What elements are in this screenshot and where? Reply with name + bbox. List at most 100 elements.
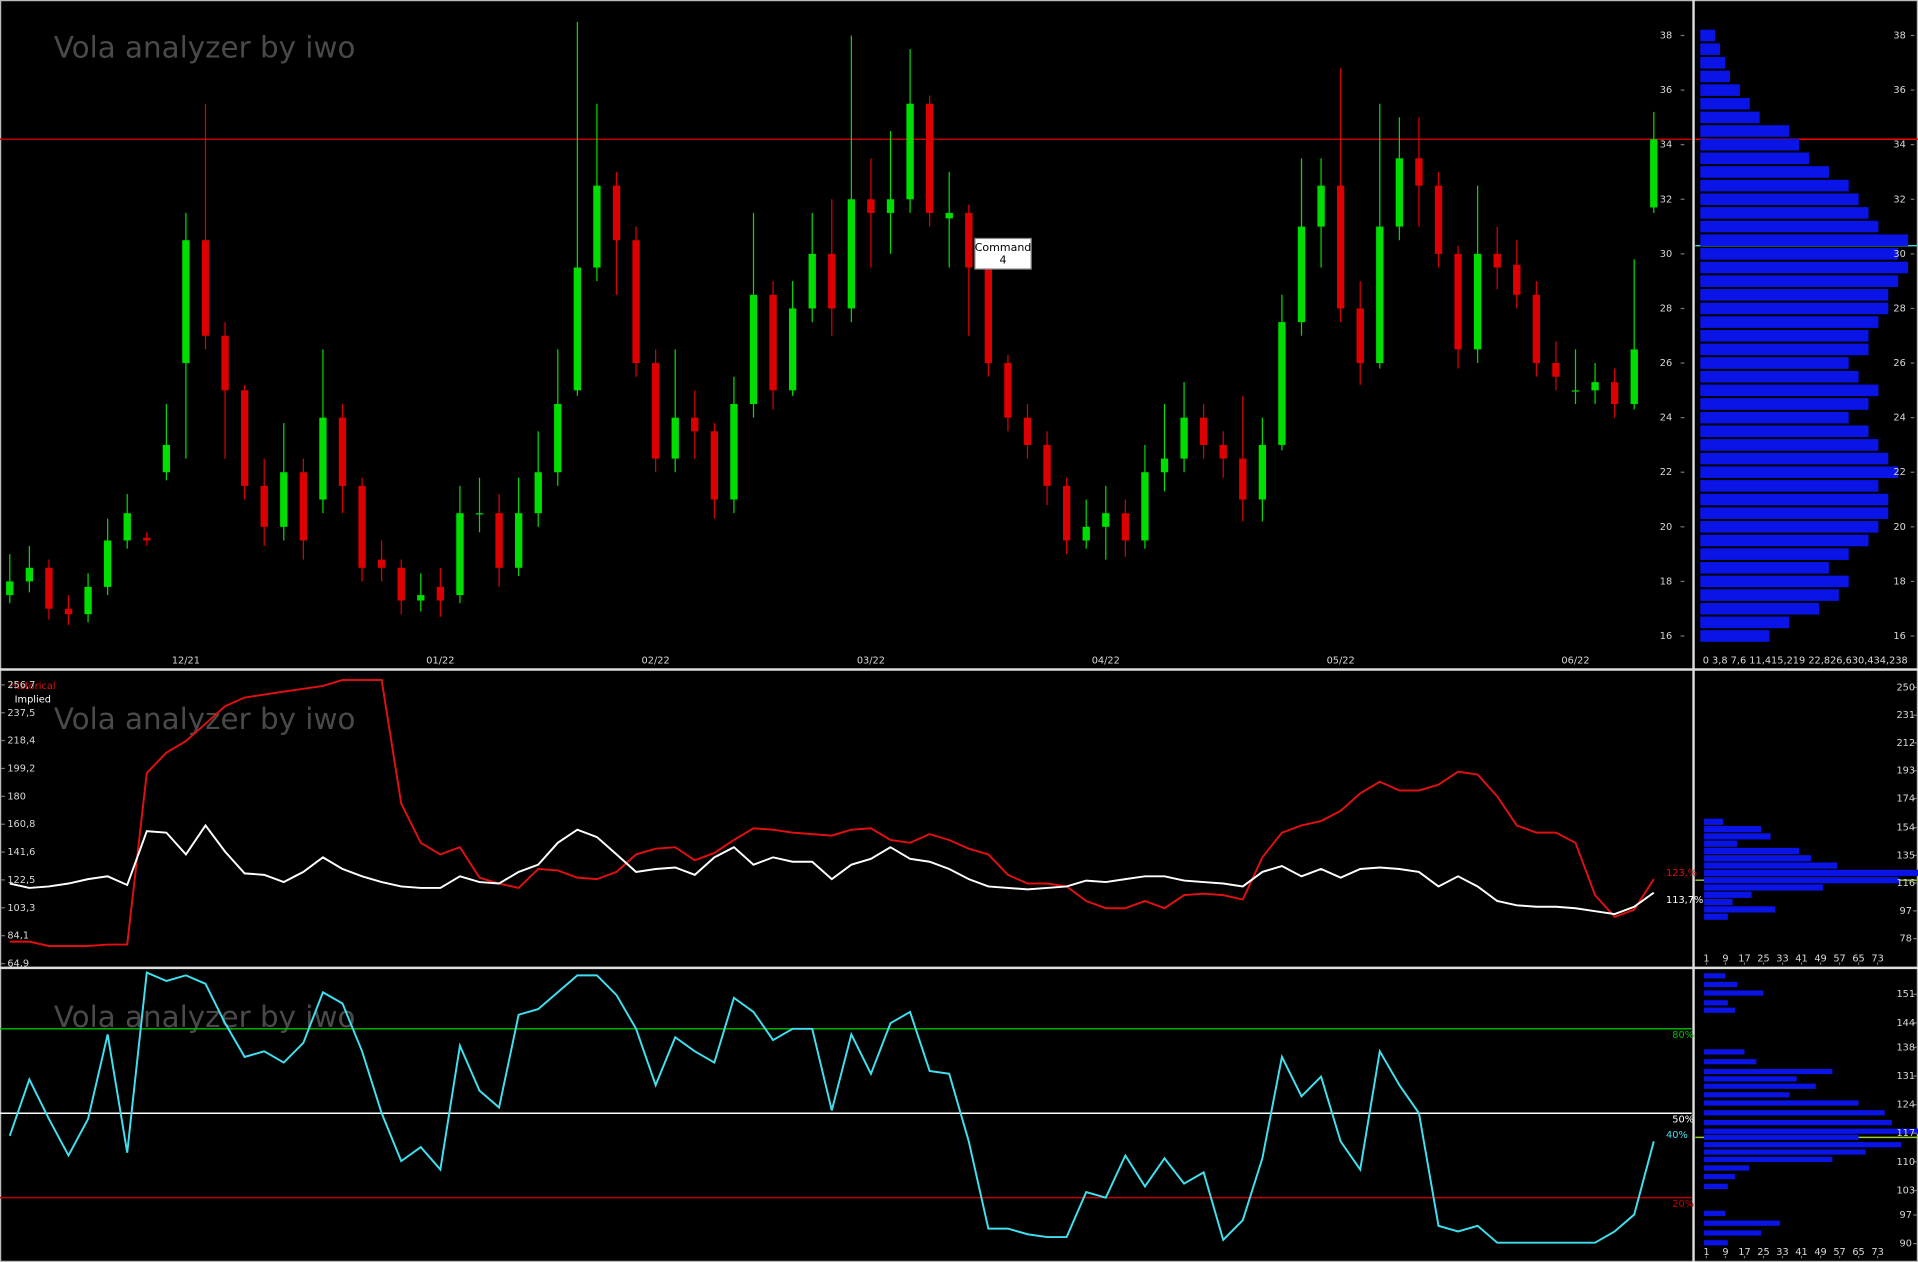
x-tick-label: 65 [1852, 1247, 1864, 1258]
end-label: 113,7% [1666, 895, 1703, 906]
candle-body [123, 513, 131, 541]
candle-body [1121, 513, 1130, 541]
candle-body [417, 595, 425, 601]
y-tick-label: 32 [1893, 194, 1905, 205]
candle-body [240, 390, 249, 486]
bar [1704, 1068, 1833, 1075]
candle-body [847, 199, 856, 309]
bar [1704, 1092, 1790, 1098]
x-tick-label: 57 [1833, 954, 1845, 965]
bar [1704, 1230, 1762, 1236]
y-tick-label: 131 [1896, 1071, 1915, 1082]
tooltip-text: Command [975, 241, 1032, 254]
legend-entry: Implied [15, 694, 51, 705]
y-tick-label: 154 [1896, 823, 1915, 834]
bar [1700, 84, 1740, 96]
command-tooltip [974, 237, 1032, 270]
x-tick-label: 65 [1852, 954, 1864, 965]
y-tick-label: 151 [1896, 989, 1915, 1000]
bar [1704, 869, 1918, 876]
y-tick-label: 16 [1893, 631, 1905, 642]
bar [1700, 111, 1760, 124]
y-tick-label: 38 [1660, 30, 1672, 41]
bar [1704, 898, 1733, 906]
x-tick-label: 12/21 [172, 655, 200, 666]
bar [1704, 840, 1738, 847]
bar [1700, 343, 1869, 356]
candle-body [1199, 417, 1208, 445]
bar [1700, 370, 1859, 383]
x-tick-label: 73 [1871, 1247, 1883, 1258]
bar [1700, 602, 1820, 615]
x-tick-label: 9 [1722, 1247, 1728, 1258]
candle-body [64, 608, 73, 615]
y-tick-label: 124 [1896, 1100, 1915, 1111]
bar [1700, 589, 1839, 601]
x-tick-label: 05/22 [1327, 655, 1355, 666]
bar [1704, 1156, 1833, 1163]
bar [1704, 1076, 1797, 1082]
bar [1704, 1100, 1859, 1106]
y-tick-label: 231 [1896, 710, 1915, 721]
bar [1700, 316, 1879, 328]
watermark: Vola analyzer by iwo [54, 30, 356, 64]
y-tick-label: 28 [1893, 303, 1905, 314]
candle-body [945, 212, 953, 219]
bar [1700, 248, 1899, 260]
y-tick-label: 30 [1893, 249, 1905, 260]
y-tick-label: 38 [1893, 30, 1905, 41]
x-tick-label: 17 [1738, 1247, 1750, 1258]
bar [1704, 862, 1838, 869]
y-tick-label: 36 [1660, 85, 1672, 96]
candle-body [456, 513, 464, 596]
candle-body [1454, 253, 1462, 350]
y-tick-label: 212 [1896, 738, 1915, 749]
candle-body [1297, 226, 1306, 323]
bar [1700, 452, 1889, 465]
bar [1700, 466, 1899, 479]
bar [1704, 913, 1728, 920]
bar [1700, 561, 1829, 574]
candle-body [612, 185, 621, 241]
candle-body [651, 363, 660, 459]
bar [1704, 825, 1762, 833]
candle-body [1434, 185, 1443, 254]
bar [1700, 357, 1849, 369]
candle-body [769, 294, 777, 391]
x-tick-label: 02/22 [642, 655, 670, 666]
y-tick-label: 138 [1896, 1042, 1915, 1053]
candle-body [260, 485, 268, 527]
candle-body [397, 567, 405, 601]
candle-body [965, 212, 973, 268]
candle-body [25, 567, 34, 582]
candle-body [867, 199, 875, 213]
candle-body [1493, 253, 1501, 268]
candle-body [632, 240, 640, 364]
bar [1700, 439, 1879, 451]
candle-body [1141, 472, 1149, 541]
y-tick-label: 237,5 [7, 708, 35, 719]
bar [1700, 384, 1879, 397]
bar [1704, 1134, 1859, 1140]
y-tick-label: 28 [1660, 303, 1672, 314]
candle-body [143, 537, 151, 541]
bar [1700, 234, 1909, 247]
candle-body [280, 472, 288, 527]
candle-body [1532, 294, 1541, 364]
y-tick-label: 90 [1900, 1239, 1912, 1250]
bar [1700, 125, 1790, 137]
candle-body [1552, 363, 1560, 377]
x-tick-label: 25 [1757, 1247, 1769, 1258]
candle-body [436, 586, 445, 601]
series-line [9, 679, 1655, 947]
y-tick-label: 117 [1896, 1128, 1915, 1139]
series-line [8, 971, 1655, 1244]
candle-body [1082, 526, 1090, 541]
candle-body [1356, 308, 1364, 364]
candle-body [573, 267, 582, 391]
bar [1704, 1220, 1781, 1226]
y-tick-label: 22 [1893, 467, 1905, 478]
candle-body [514, 513, 523, 568]
y-tick-label: 256,7 [7, 680, 35, 691]
